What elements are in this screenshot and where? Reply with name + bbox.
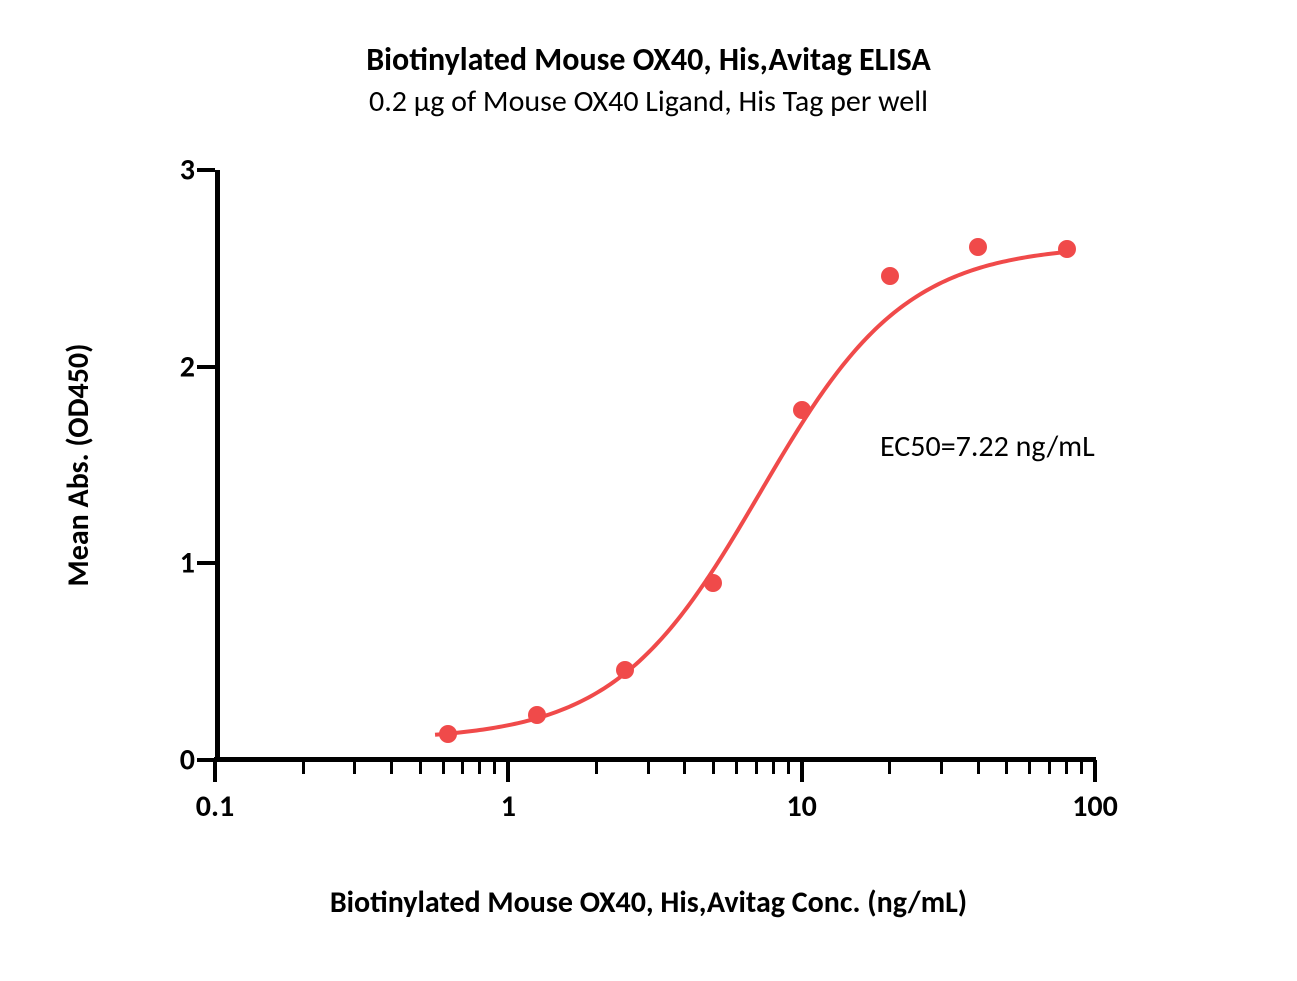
ec50-annotation: EC50=7.22 ng/mL: [880, 428, 1095, 465]
x-tick-minor: [1005, 760, 1008, 774]
plot-area: 01230.1110100: [215, 170, 1095, 760]
x-axis-label: Biotinylated Mouse OX40, His,Avitag Conc…: [0, 884, 1297, 921]
x-tick-minor: [940, 760, 943, 774]
elisa-chart: Biotinylated Mouse OX40, His,Avitag ELIS…: [0, 0, 1297, 981]
x-tick-label: 1: [501, 788, 516, 825]
data-point: [528, 706, 546, 724]
data-point: [969, 238, 987, 256]
x-tick-major: [1093, 760, 1097, 782]
x-tick-major: [213, 760, 217, 782]
data-point: [881, 267, 899, 285]
y-tick-label: 2: [180, 348, 195, 385]
x-tick-label: 0.1: [196, 788, 234, 825]
x-tick-minor: [595, 760, 598, 774]
x-tick-minor: [419, 760, 422, 774]
x-tick-minor: [683, 760, 686, 774]
y-tick-label: 1: [180, 545, 195, 582]
x-tick-minor: [977, 760, 980, 774]
x-tick-minor: [478, 760, 481, 774]
y-tick: [197, 561, 215, 565]
x-tick-minor: [712, 760, 715, 774]
x-tick-minor: [1065, 760, 1068, 774]
data-point: [704, 574, 722, 592]
y-tick: [197, 365, 215, 369]
chart-subtitle: 0.2 μg of Mouse OX40 Ligand, His Tag per…: [0, 83, 1297, 120]
x-tick-minor: [461, 760, 464, 774]
x-tick-minor: [1080, 760, 1083, 774]
y-tick: [197, 168, 215, 172]
x-tick-minor: [353, 760, 356, 774]
x-tick-minor: [1028, 760, 1031, 774]
y-tick-label: 3: [180, 152, 195, 189]
x-tick-minor: [442, 760, 445, 774]
x-tick-minor: [735, 760, 738, 774]
x-tick-minor: [1048, 760, 1051, 774]
x-tick-minor: [390, 760, 393, 774]
chart-title: Biotinylated Mouse OX40, His,Avitag ELIS…: [0, 40, 1297, 79]
x-tick-major: [800, 760, 804, 782]
x-tick-major: [506, 760, 510, 782]
data-point: [1058, 240, 1076, 258]
x-tick-minor: [493, 760, 496, 774]
data-point: [439, 725, 457, 743]
y-axis-label: Mean Abs. (OD450): [60, 344, 97, 587]
x-tick-minor: [772, 760, 775, 774]
y-tick-label: 0: [180, 742, 195, 779]
fit-curve-layer: [215, 170, 1095, 760]
x-tick-minor: [787, 760, 790, 774]
x-tick-label: 100: [1072, 788, 1118, 825]
fit-curve: [435, 251, 1073, 734]
data-point: [793, 401, 811, 419]
x-tick-minor: [647, 760, 650, 774]
x-tick-minor: [888, 760, 891, 774]
chart-title-block: Biotinylated Mouse OX40, His,Avitag ELIS…: [0, 40, 1297, 120]
x-tick-minor: [302, 760, 305, 774]
x-tick-minor: [755, 760, 758, 774]
data-point: [616, 661, 634, 679]
x-tick-label: 10: [786, 788, 816, 825]
